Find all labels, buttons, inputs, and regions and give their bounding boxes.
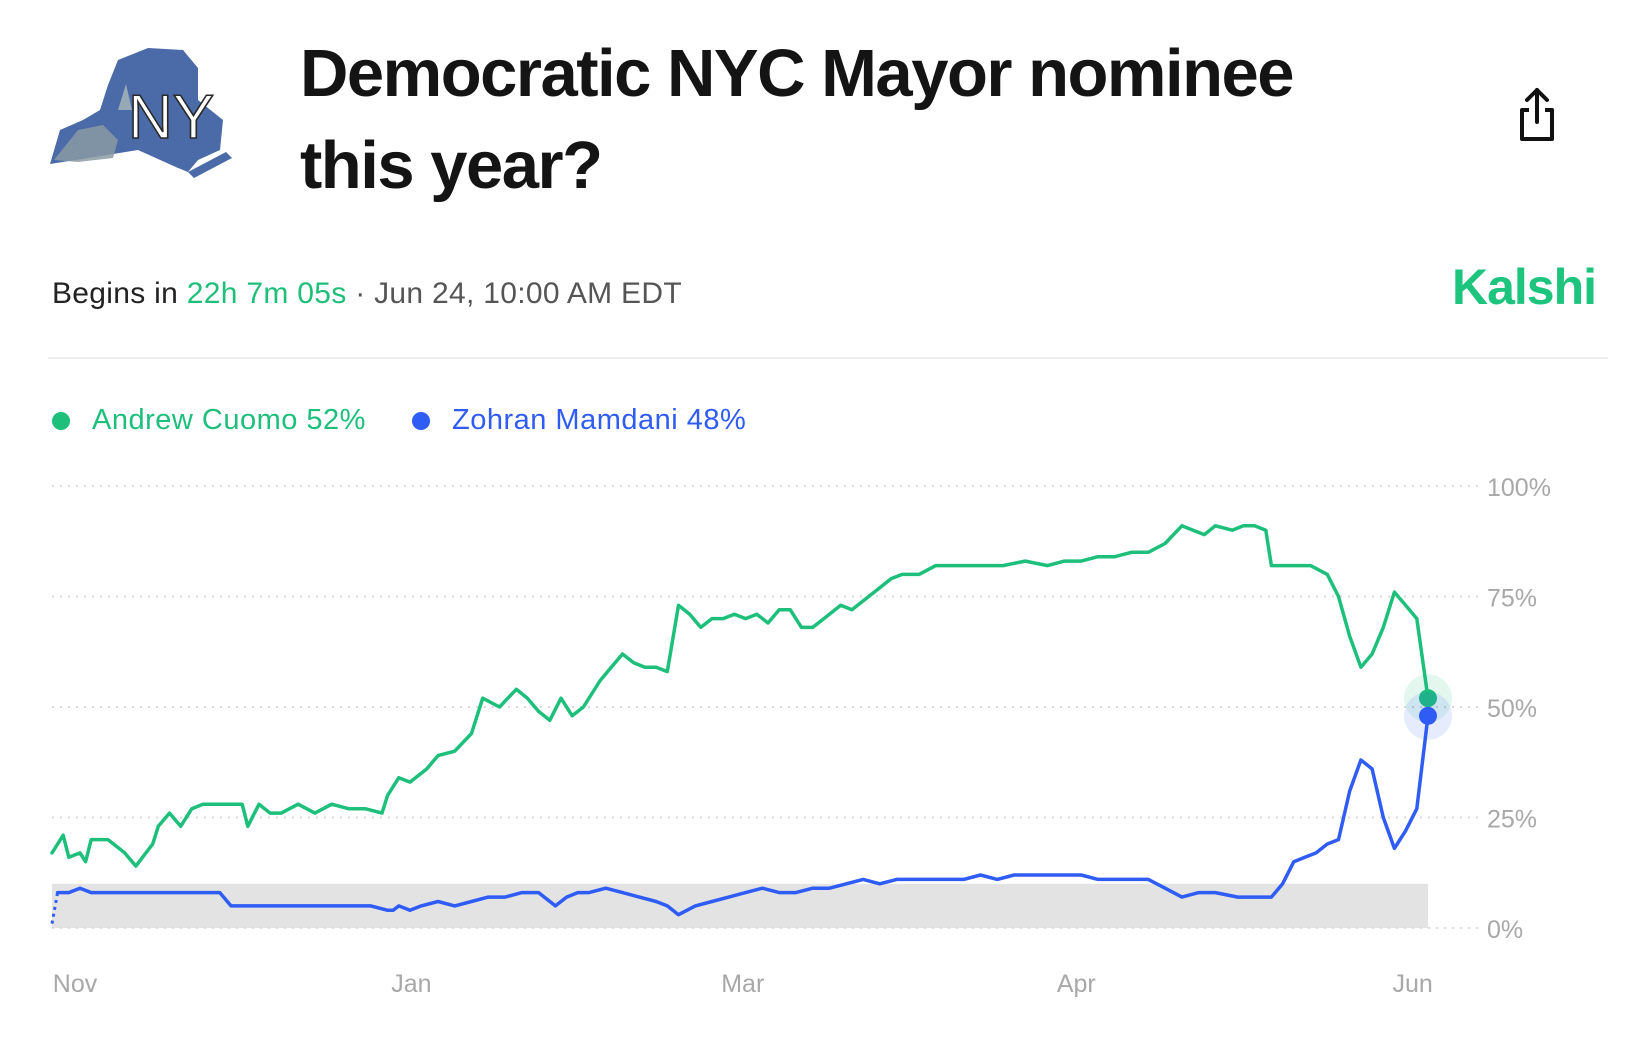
series-line-mamdani — [55, 714, 1430, 917]
legend-item-cuomo[interactable]: Andrew Cuomo 52% — [52, 404, 366, 437]
y-tick-label: 50% — [1487, 695, 1537, 723]
series-line-start-mamdani — [50, 892, 60, 924]
separator: · — [355, 277, 366, 310]
market-schedule: Begins in 22h 7m 05s · Jun 24, 10:00 AM … — [52, 277, 682, 311]
y-tick-label: 25% — [1487, 806, 1537, 834]
chart-legend: Andrew Cuomo 52% Zohran Mamdani 48% — [52, 404, 746, 437]
price-history-chart[interactable]: 100% 75% 50% 25% 0% Nov Jan Mar Apr Jun — [0, 470, 1633, 1030]
legend-label-cuomo: Andrew Cuomo 52% — [92, 404, 366, 436]
end-marker-mamdani — [1419, 706, 1437, 725]
market-logo: NY — [48, 40, 248, 190]
x-tick-label: Apr — [1057, 970, 1096, 998]
divider — [48, 357, 1608, 359]
share-button[interactable] — [1512, 86, 1562, 144]
series-line-cuomo — [50, 524, 1430, 868]
share-icon — [1520, 88, 1554, 141]
x-tick-label: Jun — [1392, 970, 1432, 998]
x-tick-label: Nov — [53, 970, 98, 998]
y-tick-label: 75% — [1487, 585, 1537, 613]
y-tick-label: 0% — [1487, 916, 1523, 944]
page-title: Democratic NYC Mayor nominee this year? — [300, 36, 1295, 203]
legend-dot-cuomo — [52, 411, 70, 430]
begins-label: Begins in — [52, 277, 179, 310]
end-marker-cuomo — [1419, 689, 1437, 708]
logo-text: NY — [128, 83, 214, 152]
legend-item-mamdani[interactable]: Zohran Mamdani 48% — [411, 404, 747, 437]
new-york-state-icon: NY — [50, 48, 232, 178]
y-tick-label: 100% — [1487, 474, 1551, 502]
countdown-timer: 22h 7m 05s — [186, 277, 347, 310]
x-tick-label: Jan — [391, 970, 431, 998]
kalshi-brand-link[interactable]: Kalshi — [1452, 259, 1597, 315]
start-date: Jun 24, 10:00 AM EDT — [374, 277, 682, 310]
legend-dot-mamdani — [411, 411, 430, 430]
x-tick-label: Mar — [721, 970, 764, 998]
legend-label-mamdani: Zohran Mamdani 48% — [451, 404, 747, 436]
